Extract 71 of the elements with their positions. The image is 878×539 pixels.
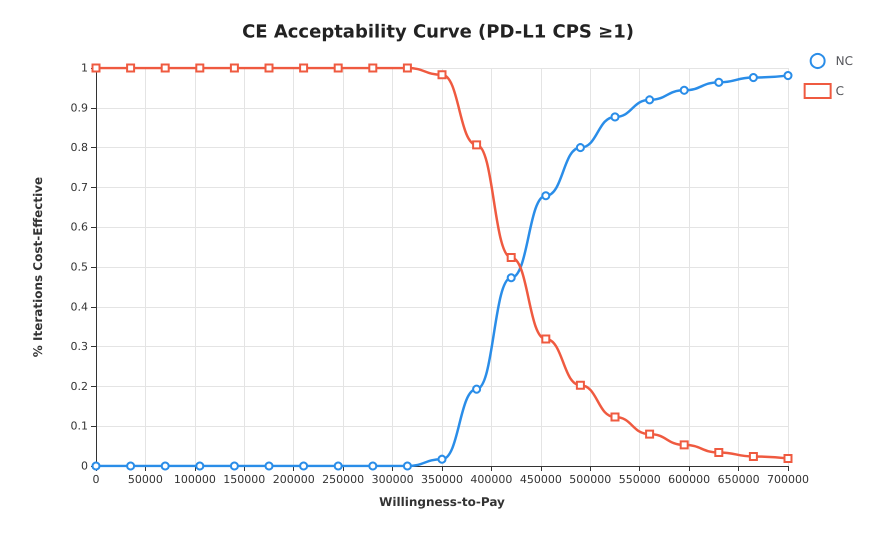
- point: [645, 430, 654, 439]
- y-tick-label: 0.8: [70, 141, 88, 154]
- point: [230, 64, 239, 72]
- point: [368, 462, 378, 470]
- x-tick-label: 350000: [421, 473, 463, 486]
- x-tick-label: 250000: [322, 473, 364, 486]
- x-tick-label: 550000: [618, 473, 661, 486]
- x-tick-label: 50000: [128, 473, 163, 486]
- point: [334, 462, 343, 470]
- point: [784, 454, 792, 463]
- point: [576, 380, 585, 390]
- point: [748, 452, 758, 461]
- point: [438, 70, 446, 80]
- point: [472, 140, 482, 150]
- x-tick-label: 300000: [372, 473, 414, 486]
- y-tick-label: 0.7: [70, 180, 88, 194]
- point: [126, 64, 136, 72]
- point: [472, 384, 482, 394]
- y-axis-title: % Iterations Cost-Effective: [31, 176, 45, 358]
- point: [299, 462, 308, 470]
- x-tick-label: 400000: [470, 473, 512, 486]
- x-tick-label: 100000: [174, 473, 216, 486]
- x-tick-label: 200000: [272, 473, 315, 486]
- point: [784, 71, 792, 80]
- legend-label: NC: [836, 54, 854, 68]
- point: [264, 64, 274, 72]
- x-axis-title: Willingness-to-Pay: [379, 495, 506, 509]
- y-tick-label: 1: [81, 62, 88, 74]
- point: [506, 252, 516, 262]
- point: [230, 462, 239, 470]
- point: [610, 412, 620, 422]
- y-tick-label: 0.1: [70, 420, 88, 433]
- y-tick-label: 0.2: [70, 380, 88, 393]
- x-tick-label: 600000: [668, 473, 710, 486]
- x-tick-label: 150000: [223, 473, 266, 486]
- y-tick-label: 0.4: [70, 300, 88, 314]
- x-tick-label: 0: [92, 473, 100, 486]
- point: [195, 462, 204, 470]
- point: [645, 95, 654, 104]
- point: [299, 64, 308, 72]
- point: [402, 64, 412, 72]
- point: [541, 191, 550, 200]
- point: [195, 64, 204, 72]
- point: [402, 462, 412, 470]
- point: [680, 86, 689, 95]
- point: [126, 462, 136, 470]
- point: [334, 64, 343, 72]
- point: [714, 448, 724, 457]
- point: [160, 462, 170, 470]
- legend-label: C: [836, 84, 844, 98]
- point: [160, 64, 170, 72]
- y-tick-label: 0: [81, 460, 88, 472]
- point: [506, 273, 516, 282]
- point: [610, 112, 620, 122]
- x-tick-label: 700000: [767, 473, 809, 486]
- x-tick-label: 500000: [569, 473, 612, 486]
- point: [576, 143, 585, 152]
- y-tick-label: 0.5: [70, 260, 88, 274]
- x-tick-label: 650000: [718, 473, 760, 486]
- point: [680, 440, 689, 450]
- x-tick-label: 450000: [520, 473, 562, 486]
- point: [541, 334, 550, 344]
- point: [438, 454, 446, 464]
- chart-title: CE Acceptability Curve (PD-L1 CPS ≥1): [242, 22, 634, 42]
- point: [714, 78, 724, 87]
- point: [748, 73, 758, 82]
- point: [368, 64, 378, 72]
- y-tick-label: 0.9: [70, 101, 88, 114]
- point: [264, 462, 274, 470]
- y-tick-label: 0.6: [70, 220, 88, 234]
- y-tick-label: 0.3: [70, 340, 88, 354]
